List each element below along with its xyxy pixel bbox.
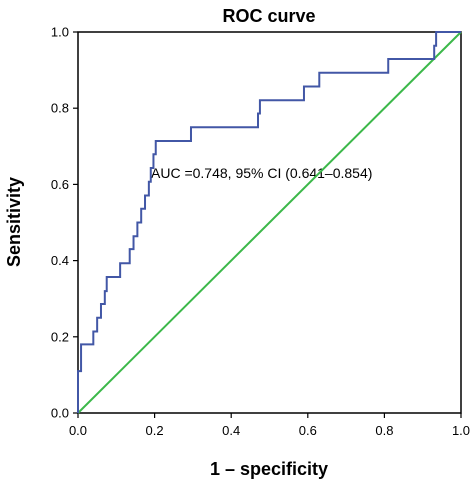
x-tick-label: 1.0 [452,423,470,438]
x-tick-label: 0.0 [69,423,87,438]
y-tick-label: 0.0 [51,406,69,421]
x-tick-label: 0.6 [299,423,317,438]
x-tick-label: 0.8 [375,423,393,438]
y-tick-label: 0.4 [51,253,69,268]
x-axis-title: 1 – specificity [210,459,328,479]
auc-annotation: AUC =0.748, 95% CI (0.641–0.854) [151,165,372,181]
y-axis-title: Sensitivity [4,177,24,267]
chart-title: ROC curve [222,6,315,26]
y-tick-label: 0.8 [51,101,69,116]
plot-area: 0.0 0.2 0.4 0.6 0.8 1.0 0.0 0.2 0.4 0.6 0.8 1.0 [51,25,470,439]
y-tick-label: 0.6 [51,177,69,192]
plot-frame [77,31,462,414]
y-tick-label: 0.2 [51,329,69,344]
x-tick-label: 0.2 [146,423,164,438]
x-tick-label: 0.4 [222,423,240,438]
roc-curve-line [77,31,461,413]
y-tick-label: 1.0 [51,25,69,40]
reference-diagonal-line [77,31,462,414]
